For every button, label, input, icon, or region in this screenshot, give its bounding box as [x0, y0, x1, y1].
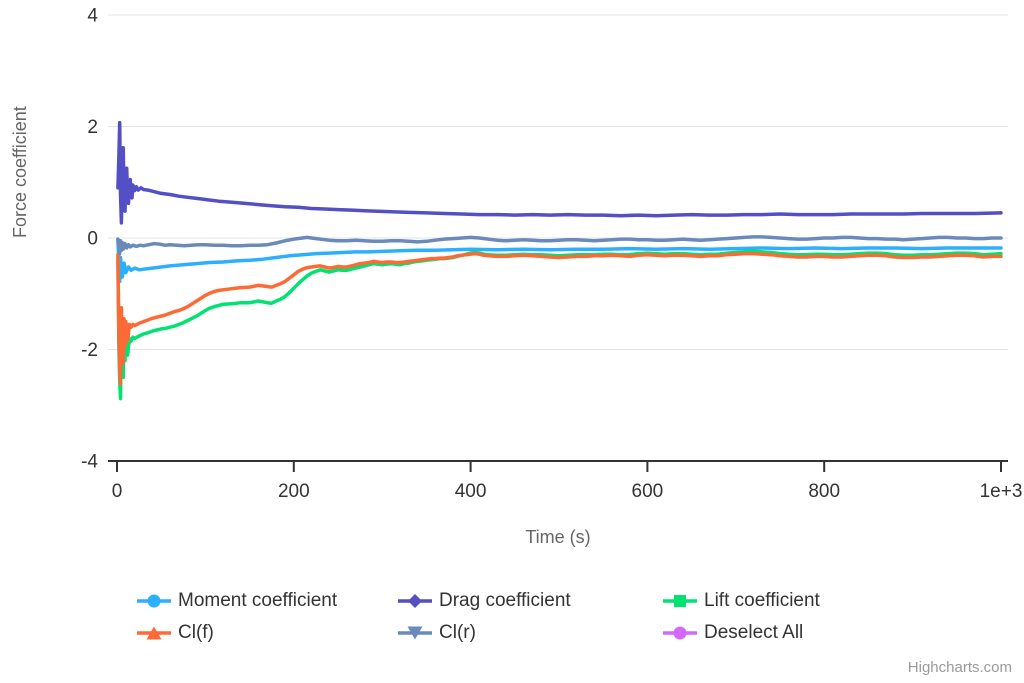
legend-item-deselect-all[interactable]: Deselect All — [663, 621, 803, 645]
y-tick-label: -4 — [81, 452, 98, 473]
y-tick-label: -2 — [81, 340, 98, 361]
highcharts-credits-link[interactable]: Highcharts.com — [907, 659, 1012, 676]
series-line-cl-r — [116, 235, 1003, 256]
x-tick-label: 600 — [632, 481, 664, 502]
legend-label: Moment coefficient — [178, 590, 338, 611]
series-line-cl-f — [116, 251, 1003, 386]
series-line-drag-coefficient — [116, 120, 1003, 225]
circle-series-marker-icon — [663, 626, 697, 640]
x-tick-label: 400 — [455, 481, 487, 502]
legend-item-moment-coefficient[interactable]: Moment coefficient — [137, 589, 337, 613]
y-tick-label: 0 — [87, 229, 98, 250]
legend-label: Lift coefficient — [704, 590, 820, 611]
legend-label: Deselect All — [704, 622, 804, 643]
triangle-series-marker-icon — [137, 626, 171, 640]
diamond-series-marker-icon — [398, 594, 432, 608]
x-tick-label: 1e+3 — [980, 481, 1023, 502]
y-tick-label: 2 — [87, 117, 98, 138]
series-line-moment-coefficient — [116, 239, 1003, 284]
x-tick-label: 200 — [278, 481, 310, 502]
x-tick-label: 800 — [808, 481, 840, 502]
square-series-marker-icon — [663, 595, 697, 607]
y-tick-label: 4 — [87, 6, 98, 27]
x-axis-title: Time (s) — [525, 527, 591, 547]
triangle-down-series-marker-icon — [398, 626, 432, 640]
legend-label: Drag coefficient — [439, 590, 571, 611]
circle-series-marker-icon — [137, 594, 171, 608]
series-line-lift-coefficient — [116, 249, 1003, 401]
legend-label: Cl(f) — [178, 622, 214, 643]
x-tick-label: 0 — [112, 481, 123, 502]
legend-item-cl-r[interactable]: Cl(r) — [398, 621, 476, 645]
legend-item-lift-coefficient[interactable]: Lift coefficient — [663, 589, 820, 613]
legend-item-cl-f[interactable]: Cl(f) — [137, 621, 214, 645]
legend-label: Cl(r) — [439, 622, 476, 643]
legend-item-drag-coefficient[interactable]: Drag coefficient — [398, 589, 571, 613]
